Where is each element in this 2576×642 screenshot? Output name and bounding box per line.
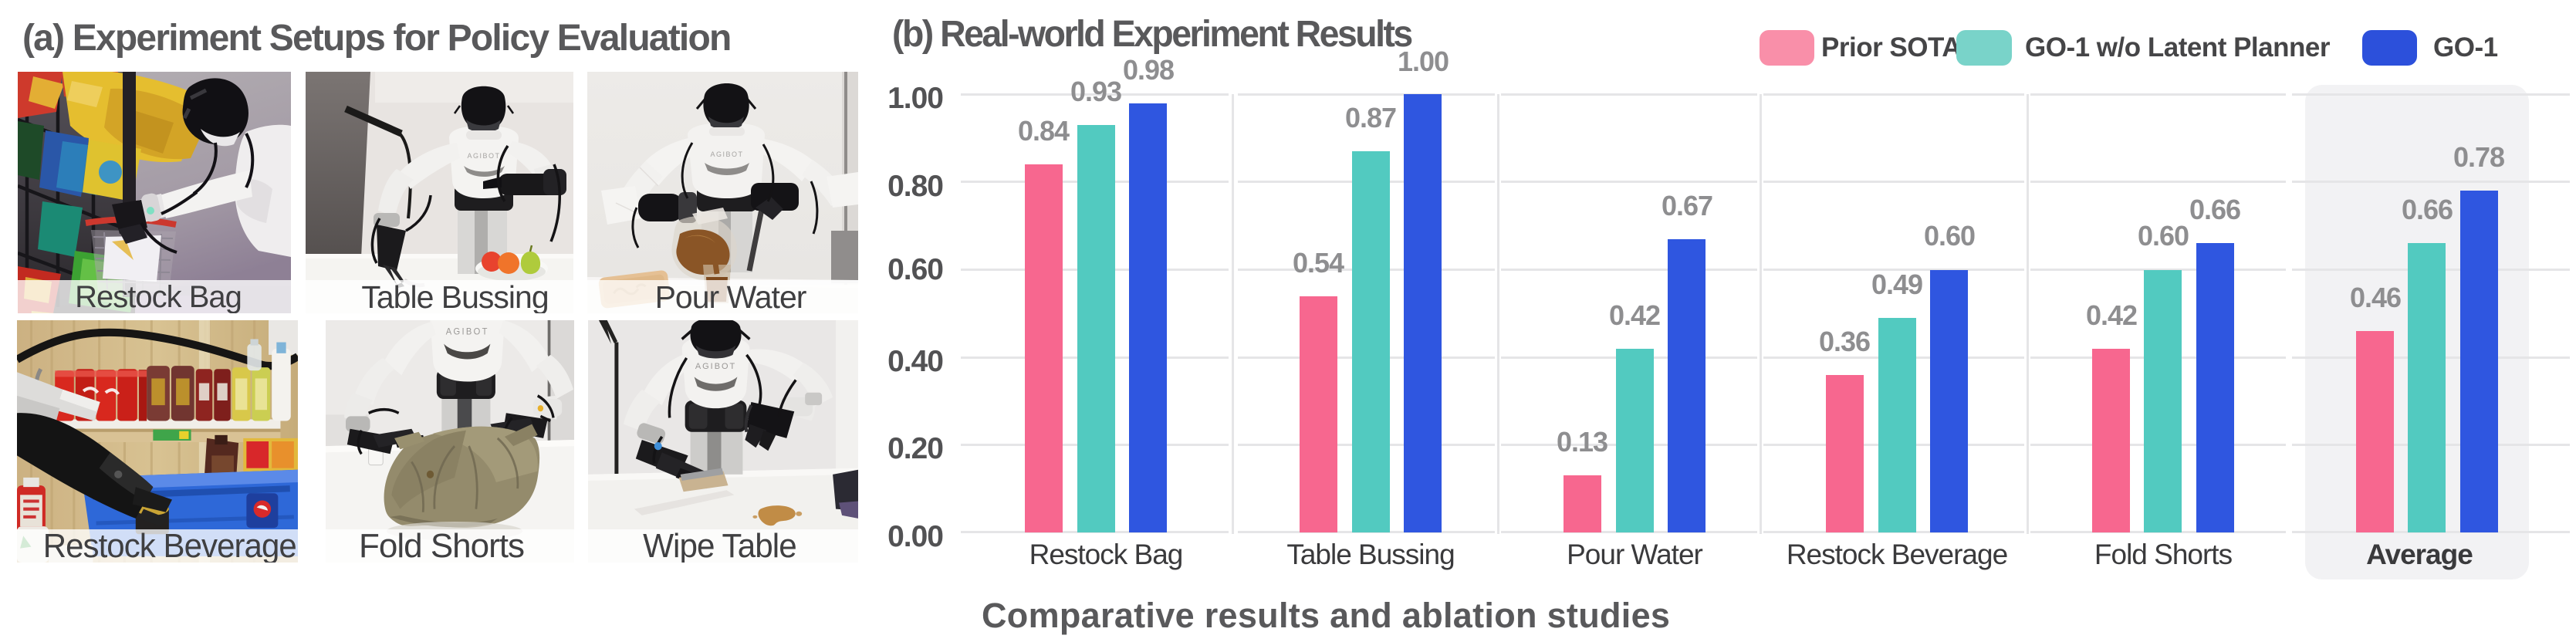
svg-text:AGIBOT: AGIBOT — [695, 362, 736, 371]
svg-text:AGIBOT: AGIBOT — [446, 326, 489, 337]
svg-text:AGIBOT: AGIBOT — [467, 152, 500, 160]
svg-text:AGIBOT: AGIBOT — [710, 150, 743, 158]
